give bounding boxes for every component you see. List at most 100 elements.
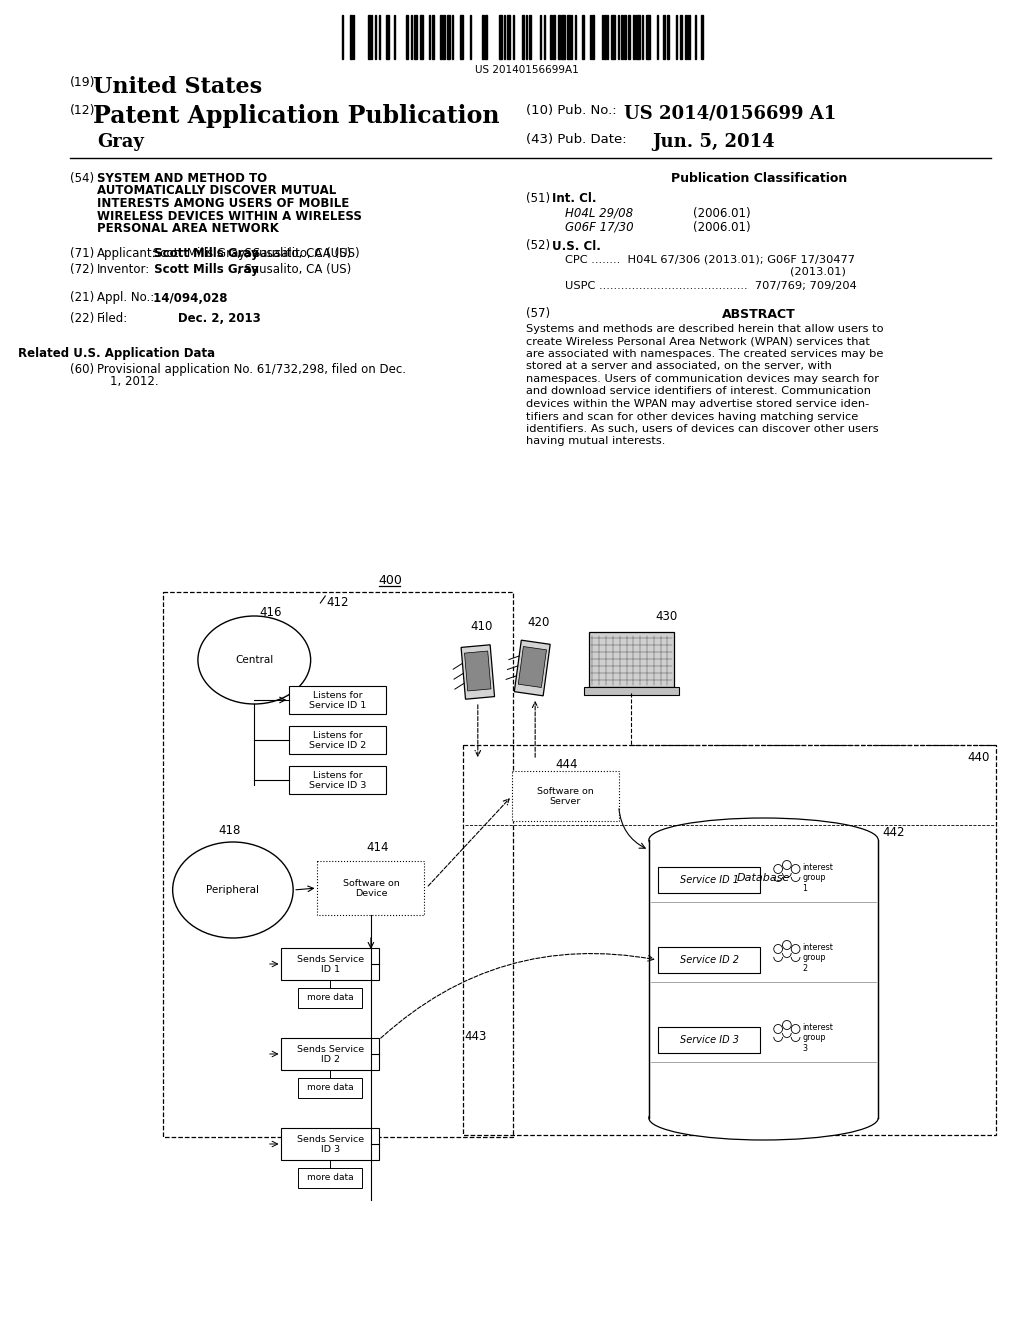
Text: (2006.01): (2006.01) [692, 220, 751, 234]
Bar [317, 861, 424, 915]
Bar [282, 1129, 379, 1160]
Text: interest
group
2: interest group 2 [803, 942, 834, 973]
Bar [567, 15, 570, 59]
Bar [521, 15, 524, 59]
Text: Scott Mills Gray: Scott Mills Gray [151, 263, 259, 276]
Text: Service ID 1: Service ID 1 [309, 701, 367, 710]
Text: Listens for: Listens for [313, 771, 362, 780]
Bar [593, 15, 595, 59]
Text: 418: 418 [218, 824, 241, 837]
Text: ABSTRACT: ABSTRACT [722, 308, 796, 321]
Bar [658, 1027, 760, 1053]
Text: Jun. 5, 2014: Jun. 5, 2014 [652, 133, 775, 150]
Bar [550, 15, 552, 59]
Bar [701, 15, 703, 59]
Bar [633, 15, 635, 59]
Text: Service ID 3: Service ID 3 [680, 1035, 738, 1045]
Bar [582, 15, 584, 59]
Bar [298, 1168, 362, 1188]
Text: 442: 442 [882, 826, 904, 840]
Text: Gray: Gray [97, 133, 143, 150]
Bar [386, 15, 389, 59]
Text: (71): (71) [70, 247, 94, 260]
Text: 414: 414 [366, 841, 388, 854]
Bar [350, 15, 352, 59]
Text: Sends Service: Sends Service [297, 954, 364, 964]
Text: WIRELESS DEVICES WITHIN A WIRELESS: WIRELESS DEVICES WITHIN A WIRELESS [97, 210, 361, 223]
Text: Service ID 2: Service ID 2 [309, 741, 367, 750]
Text: Peripheral: Peripheral [207, 884, 259, 895]
Text: 14/094,028: 14/094,028 [150, 292, 227, 305]
Bar [289, 766, 386, 795]
Text: ID 1: ID 1 [321, 965, 340, 974]
Bar [368, 15, 370, 59]
Bar [553, 15, 555, 59]
Text: Server: Server [550, 796, 581, 805]
Text: 420: 420 [527, 616, 550, 630]
Text: more data: more data [307, 1084, 353, 1093]
Bar [507, 15, 510, 59]
Text: AUTOMATICALLY DISCOVER MUTUAL: AUTOMATICALLY DISCOVER MUTUAL [97, 185, 336, 198]
Text: H04L 29/08: H04L 29/08 [565, 206, 634, 219]
Bar [649, 840, 879, 1118]
Text: Publication Classification: Publication Classification [671, 172, 847, 185]
Text: (54): (54) [70, 172, 94, 185]
Text: (12): (12) [70, 104, 95, 117]
Text: Service ID 3: Service ID 3 [309, 780, 367, 789]
Text: Software on: Software on [537, 787, 594, 796]
Text: and download service identifiers of interest. Communication: and download service identifiers of inte… [526, 387, 871, 396]
Bar [604, 15, 606, 59]
Bar [561, 15, 565, 59]
Text: Patent Application Publication: Patent Application Publication [93, 104, 500, 128]
Text: ID 3: ID 3 [321, 1144, 340, 1154]
Bar [484, 15, 486, 59]
Bar [406, 15, 408, 59]
Text: identifiers. As such, users of devices can discover other users: identifiers. As such, users of devices c… [526, 424, 879, 434]
Bar [289, 686, 386, 714]
Text: devices within the WPAN may advertise stored service iden-: devices within the WPAN may advertise st… [526, 399, 869, 409]
Text: (43) Pub. Date:: (43) Pub. Date: [526, 133, 627, 147]
Text: 443: 443 [464, 1030, 486, 1043]
Text: Sends Service: Sends Service [297, 1044, 364, 1053]
Text: Applicant:: Applicant: [97, 247, 157, 260]
Text: Int. Cl.: Int. Cl. [552, 191, 596, 205]
Text: interest
group
1: interest group 1 [803, 863, 834, 892]
Bar [658, 946, 760, 973]
Bar [461, 15, 463, 59]
Bar [621, 15, 623, 59]
Bar [680, 15, 682, 59]
Bar [463, 744, 995, 1135]
Text: (2006.01): (2006.01) [692, 206, 751, 219]
Bar [414, 15, 417, 59]
Text: 416: 416 [259, 606, 282, 619]
Text: 444: 444 [556, 758, 579, 771]
Text: (57): (57) [526, 308, 551, 321]
Text: G06F 17/30: G06F 17/30 [565, 220, 634, 234]
Bar [664, 15, 666, 59]
Bar [584, 686, 679, 694]
Text: Scott Mills Gray: Scott Mills Gray [151, 247, 259, 260]
Text: , Sausalito, CA (US): , Sausalito, CA (US) [237, 247, 351, 260]
Text: (19): (19) [70, 77, 95, 88]
Text: Software on: Software on [343, 879, 399, 887]
Text: (51): (51) [526, 191, 551, 205]
Bar [629, 15, 631, 59]
Bar [658, 867, 760, 894]
Bar [282, 1038, 379, 1071]
Ellipse shape [173, 842, 293, 939]
Bar [558, 15, 560, 59]
Text: (72): (72) [70, 263, 94, 276]
Bar [668, 15, 670, 59]
Text: INTERESTS AMONG USERS OF MOBILE: INTERESTS AMONG USERS OF MOBILE [97, 197, 349, 210]
Bar [624, 15, 626, 59]
Text: Provisional application No. 61/732,298, filed on Dec.: Provisional application No. 61/732,298, … [97, 363, 406, 376]
Text: Dec. 2, 2013: Dec. 2, 2013 [150, 312, 261, 325]
Text: more data: more data [307, 994, 353, 1002]
Bar [289, 726, 386, 754]
Bar [481, 15, 483, 59]
Bar [442, 15, 444, 59]
Ellipse shape [198, 616, 310, 704]
Bar [636, 15, 640, 59]
Text: ID 2: ID 2 [321, 1055, 340, 1064]
Text: Device: Device [354, 888, 387, 898]
